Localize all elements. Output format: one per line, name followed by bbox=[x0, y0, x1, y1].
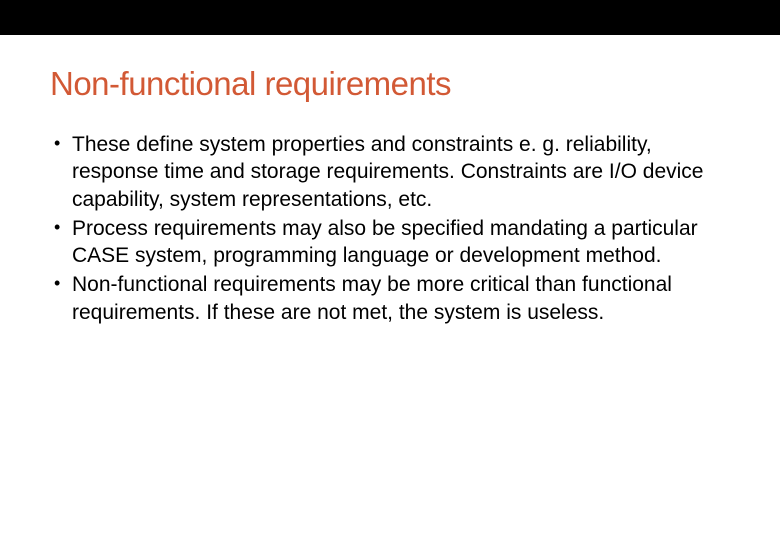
list-item: • These define system properties and con… bbox=[50, 131, 730, 213]
list-item: • Non-functional requirements may be mor… bbox=[50, 271, 730, 326]
list-item: • Process requirements may also be speci… bbox=[50, 215, 730, 270]
bullet-text: Non-functional requirements may be more … bbox=[72, 271, 730, 326]
bullet-list: • These define system properties and con… bbox=[50, 131, 730, 326]
bullet-icon: • bbox=[50, 215, 72, 240]
bullet-icon: • bbox=[50, 131, 72, 156]
bullet-icon: • bbox=[50, 271, 72, 296]
bullet-text: Process requirements may also be specifi… bbox=[72, 215, 730, 270]
top-bar bbox=[0, 0, 780, 35]
slide-content: Non-functional requirements • These defi… bbox=[0, 35, 780, 348]
bullet-text: These define system properties and const… bbox=[72, 131, 730, 213]
slide-title: Non-functional requirements bbox=[50, 65, 730, 103]
